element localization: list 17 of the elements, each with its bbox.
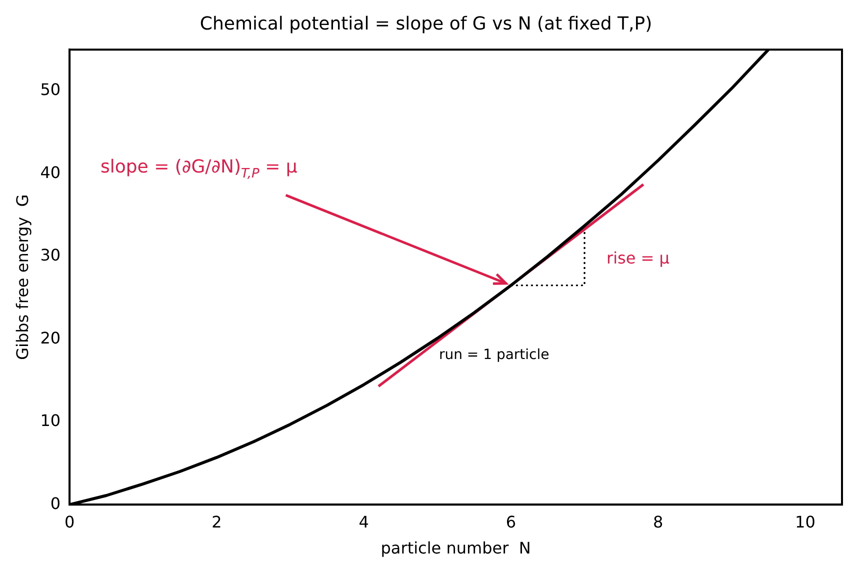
y-tick-label: 50 [40,80,61,100]
x-tick-label: 4 [358,512,369,532]
x-tick-label: 10 [795,512,816,532]
x-axis-title: particle number N [380,538,531,558]
x-tick-label: 6 [506,512,516,532]
annotation: run = 1 particle [438,347,550,364]
y-tick-label: 0 [50,494,61,513]
y-tick-label: 40 [40,162,61,182]
x-tick-label: 8 [652,512,664,532]
x-tick-label: 2 [212,512,222,532]
chart-title: Chemical potential = slope of G vs N (at fixed T,P) [200,13,652,34]
y-tick-label: 10 [40,411,61,430]
y-axis-title: Gibbs free energy G [12,194,32,360]
y-tick-label: 30 [40,246,61,265]
y-tick-label: 20 [40,328,61,348]
x-tick-label: 0 [64,512,75,532]
annotation: rise = μ [606,248,670,268]
